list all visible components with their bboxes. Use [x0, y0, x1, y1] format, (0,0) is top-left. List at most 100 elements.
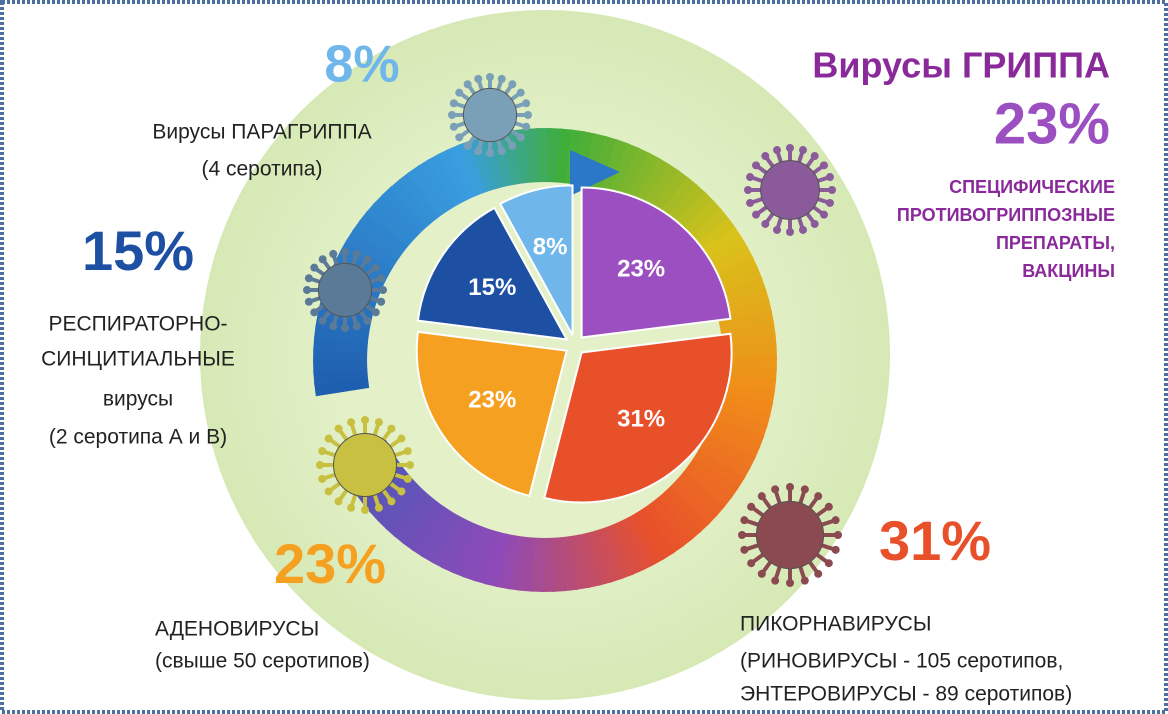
virus-knob — [377, 274, 385, 282]
virus-knob — [738, 531, 746, 539]
virus-knob — [826, 199, 834, 207]
virus-knob — [347, 418, 355, 426]
virus-knob — [746, 199, 754, 207]
virus-knob — [335, 497, 343, 505]
category-label: (2 серотипа А и В) — [49, 426, 227, 449]
virus-knob — [379, 286, 387, 294]
virus-knob — [464, 80, 472, 88]
category-label: СИНЦИТИАЛЬНЫЕ — [41, 348, 235, 371]
percent-label: 8% — [324, 36, 399, 94]
virus-knob — [375, 504, 383, 512]
virus-knob — [752, 161, 760, 169]
virus-knob — [820, 161, 828, 169]
virus-knob — [786, 144, 794, 152]
virus-knob — [771, 577, 779, 585]
virus-knob — [361, 416, 369, 424]
virus-knob — [814, 570, 822, 578]
percent-label: 23% — [994, 91, 1110, 156]
virus-knob — [820, 211, 828, 219]
note-line: ВАКЦИНЫ — [1022, 261, 1115, 281]
virus-knob — [508, 80, 516, 88]
category-label: Вирусы ПАРАГРИППА — [152, 121, 371, 144]
virus-knob — [746, 173, 754, 181]
virus-knob — [450, 99, 458, 107]
virus-knob — [826, 173, 834, 181]
virus-knob — [305, 274, 313, 282]
virus-knob — [375, 418, 383, 426]
virus-body — [334, 434, 397, 497]
virus-knob — [799, 226, 807, 234]
virus-body — [318, 263, 371, 316]
chart: 23% 31% 23% 15% 8% 23% 31% 23% 15% 8% Вирусы ГРИПП… — [0, 0, 1168, 714]
virus-knob — [517, 89, 525, 97]
virus-knob — [353, 250, 361, 258]
virus-knob — [744, 186, 752, 194]
virus-knob — [316, 461, 324, 469]
virus-knob — [758, 570, 766, 578]
virus-knob — [318, 475, 326, 483]
note-line: ПРЕПАРАТЫ, — [996, 233, 1115, 253]
virus-knob — [811, 220, 819, 228]
virus-knob — [347, 504, 355, 512]
note-line: СПЕЦИФИЧЕСКИЕ — [949, 177, 1115, 197]
virus-knob — [474, 147, 482, 155]
virus-knob — [486, 149, 494, 157]
virus-knob — [786, 579, 794, 587]
slice-label: 23% — [617, 255, 665, 282]
virus-knob — [771, 485, 779, 493]
virus-knob — [786, 228, 794, 236]
virus-knob — [761, 220, 769, 228]
percent-label: 31% — [879, 509, 991, 572]
virus-knob — [372, 264, 380, 272]
virus-knob — [455, 133, 463, 141]
percent-label: 23% — [274, 532, 386, 595]
category-label: РЕСПИРАТОРНО- — [48, 313, 227, 336]
virus-knob — [517, 133, 525, 141]
percent-label: 15% — [82, 219, 194, 282]
virus-knob — [305, 298, 313, 306]
virus-knob — [832, 546, 840, 554]
category-label: ЭНТЕРОВИРУСЫ - 89 серотипов) — [740, 683, 1072, 706]
virus-knob — [448, 111, 456, 119]
page: 23% 31% 23% 15% 8% 23% 31% 23% 15% 8% Вирусы ГРИПП… — [0, 0, 1168, 714]
virus-knob — [832, 516, 840, 524]
virus-knob — [814, 492, 822, 500]
category-label: Вирусы ГРИППА — [812, 45, 1110, 86]
virus-knob — [498, 147, 506, 155]
category-label: (4 серотипа) — [202, 158, 323, 181]
virus-knob — [387, 497, 395, 505]
virus-knob — [758, 492, 766, 500]
virus-knob — [372, 308, 380, 316]
slice-label: 15% — [468, 274, 516, 301]
category-label: (свыше 50 серотипов) — [155, 650, 370, 673]
virus-knob — [377, 298, 385, 306]
virus-body — [463, 88, 516, 141]
slice-label: 23% — [468, 387, 516, 414]
virus-knob — [834, 531, 842, 539]
virus-knob — [363, 255, 371, 263]
slice-label: 31% — [617, 405, 665, 432]
virus-knob — [303, 286, 311, 294]
virus-knob — [825, 559, 833, 567]
virus-knob — [825, 503, 833, 511]
virus-knob — [740, 516, 748, 524]
category-label: (РИНОВИРУСЫ - 105 серотипов, — [740, 650, 1063, 673]
virus-body — [761, 161, 820, 220]
note-line: ПРОТИВОГРИППОЗНЫЕ — [897, 205, 1115, 225]
virus-knob — [786, 483, 794, 491]
virus-knob — [761, 152, 769, 160]
virus-knob — [524, 111, 532, 119]
virus-knob — [353, 322, 361, 330]
virus-knob — [404, 475, 412, 483]
slice-label: 8% — [533, 233, 568, 260]
virus-knob — [773, 146, 781, 154]
virus-knob — [404, 447, 412, 455]
virus-knob — [319, 255, 327, 263]
virus-body — [756, 501, 823, 568]
virus-knob — [752, 211, 760, 219]
virus-knob — [310, 308, 318, 316]
virus-knob — [455, 89, 463, 97]
virus-knob — [522, 99, 530, 107]
virus-knob — [341, 248, 349, 256]
virus-knob — [747, 559, 755, 567]
